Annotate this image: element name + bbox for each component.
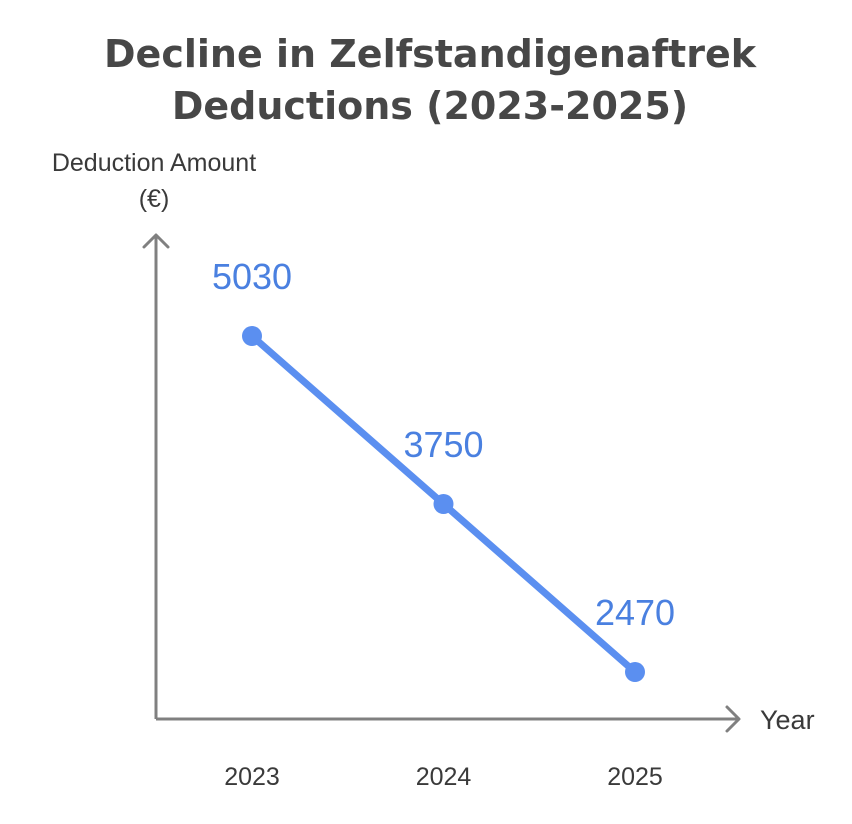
chart-title-line-2: Deductions (2023-2025) <box>171 84 689 128</box>
x-axis-label: Year <box>760 705 815 735</box>
x-tick-label: 2024 <box>416 763 472 791</box>
data-label: 3750 <box>403 424 483 465</box>
chart-title: Decline in Zelfstandigenaftrek Deduction… <box>60 28 800 132</box>
data-point <box>625 662 645 682</box>
chart-title-line-1: Decline in Zelfstandigenaftrek <box>104 32 756 76</box>
x-tick-label: 2023 <box>224 763 280 791</box>
data-point <box>242 326 262 346</box>
x-tick-labels: 2023 2024 2025 <box>224 763 663 791</box>
y-axis-label-line-1: Deduction Amount <box>52 149 256 177</box>
axes <box>142 233 741 733</box>
x-tick-label: 2025 <box>607 763 663 791</box>
series: 5030 3750 2470 <box>212 256 675 682</box>
data-label: 2470 <box>595 592 675 633</box>
y-axis-arrow-icon <box>142 233 170 249</box>
y-axis-label-line-2: (€) <box>139 185 170 213</box>
x-axis-arrow-icon <box>725 705 741 733</box>
data-label: 5030 <box>212 256 292 297</box>
data-point <box>433 494 454 514</box>
